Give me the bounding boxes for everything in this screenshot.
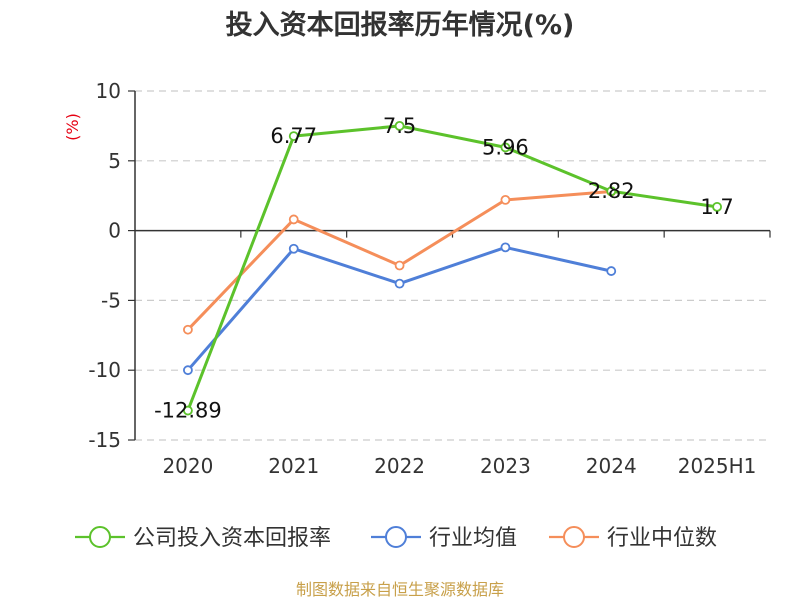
series-point-0 <box>500 142 511 153</box>
legend-marker-1 <box>385 526 407 548</box>
x-tick-label: 2021 <box>268 454 319 478</box>
series-point-2 <box>500 194 511 205</box>
series-point-1 <box>500 242 511 253</box>
legend-label: 行业均值 <box>429 526 517 551</box>
grid-lines <box>135 90 770 441</box>
x-tick-label: 2023 <box>480 454 531 478</box>
source-note: 制图数据来自恒生聚源数据库 <box>296 580 504 599</box>
x-tick-label: 2024 <box>586 454 637 478</box>
y-tick-label: 0 <box>108 219 121 243</box>
series-point-1 <box>288 243 299 254</box>
series-point-1 <box>394 278 405 289</box>
series-point-2 <box>394 260 405 271</box>
legend-marker-0 <box>89 526 111 548</box>
series-point-0 <box>288 131 299 141</box>
x-tick-label: 2025H1 <box>678 454 757 478</box>
data-label: 5.96 <box>482 135 529 159</box>
x-tick-label: 2020 <box>162 454 213 478</box>
y-tick-label: 5 <box>108 149 121 173</box>
legend-label: 行业中位数 <box>607 526 717 551</box>
series-point-0 <box>394 121 405 131</box>
y-tick-label: 10 <box>96 79 121 103</box>
legend-marker-2 <box>563 526 585 548</box>
y-axis-label: (%) <box>63 113 82 141</box>
y-tick-label: -10 <box>88 358 121 382</box>
data-label: -12.89 <box>154 399 222 423</box>
series-line-0 <box>186 124 718 412</box>
series-point-0 <box>606 186 617 197</box>
legend: 公司投入资本回报率 行业均值 行业中位数 <box>75 526 717 551</box>
data-label: 6.77 <box>270 124 317 148</box>
y-tick-label: -5 <box>101 288 121 312</box>
data-label: 1.7 <box>700 195 733 219</box>
legend-label: 公司投入资本回报率 <box>133 526 331 551</box>
data-labels: -12.89 6.77 7.5 5.96 2.82 1.7 <box>154 114 734 423</box>
series-point-0 <box>183 405 193 416</box>
series-point-2 <box>288 214 299 225</box>
x-tick-label: 2022 <box>374 454 425 478</box>
y-tick-label: -15 <box>88 428 121 452</box>
axes: 10 5 0 -5 -10 -15 2020 2021 2022 2023 2024 2025H1 <box>88 79 771 478</box>
chart-title: 投入资本回报率历年情况(%) <box>226 9 575 41</box>
series-point-1 <box>183 365 193 376</box>
data-label: 2.82 <box>588 179 635 203</box>
data-label: 7.5 <box>383 114 416 138</box>
series-point-0 <box>712 201 722 212</box>
series-point-1 <box>606 266 617 276</box>
series-line-2 <box>186 190 612 331</box>
plot-area <box>183 121 722 416</box>
series-point-2 <box>183 324 193 335</box>
